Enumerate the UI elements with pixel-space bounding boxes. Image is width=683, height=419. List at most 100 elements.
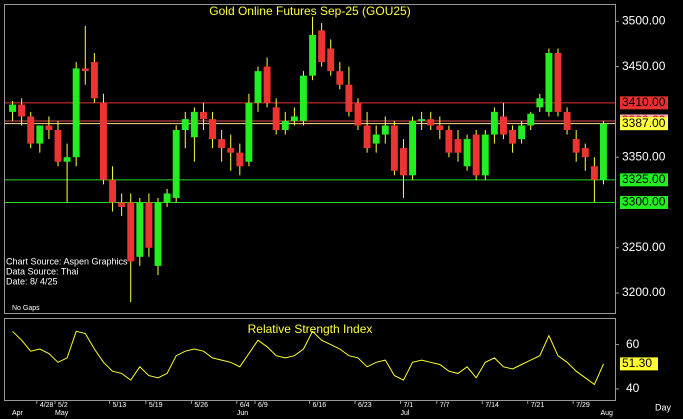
candle-body <box>545 53 553 112</box>
candle-body <box>18 104 26 117</box>
candle-body <box>554 53 562 112</box>
candle-body <box>90 62 98 99</box>
level-label: 3300.00 <box>622 195 666 209</box>
candle-body <box>436 125 444 131</box>
candle-body <box>572 139 580 153</box>
level-label: 3325.00 <box>622 172 666 186</box>
candle-body <box>390 125 398 171</box>
level-label-box <box>620 96 668 110</box>
x-tick-label: 7/1 <box>403 402 413 409</box>
level-label: 3387.00 <box>622 116 666 130</box>
rsi-value-box <box>620 357 658 371</box>
candle-body <box>527 113 535 126</box>
x-tick-label: 6/23 <box>358 402 372 409</box>
candle-body <box>345 84 353 112</box>
candle-body <box>54 130 62 162</box>
rsi-value-label: 51.30 <box>622 356 652 370</box>
candle-body <box>272 107 280 131</box>
candle-body <box>109 179 116 203</box>
x-tick-label: 4/28 <box>40 402 54 409</box>
candle-body <box>381 125 389 135</box>
x-tick-label: 7/21 <box>531 402 545 409</box>
candle-body <box>472 134 480 176</box>
x-tick-label: 5/26 <box>194 402 208 409</box>
month-label: Jun <box>237 410 248 417</box>
candle-body <box>490 111 498 135</box>
candle-body <box>72 68 80 158</box>
y-tick-label: 3250.00 <box>622 240 666 254</box>
x-tick-label: 6/4 <box>240 402 250 409</box>
month-label: Jul <box>400 410 409 417</box>
candle-body <box>254 71 262 103</box>
candle-body <box>127 202 135 262</box>
x-tick-label: 7/14 <box>485 402 499 409</box>
candle-body <box>281 120 289 131</box>
note: No Gaps <box>12 305 40 312</box>
candle-body <box>500 116 507 135</box>
rsi-y-tick-label: 60 <box>626 337 640 351</box>
candle-body <box>45 125 53 131</box>
price-panel <box>4 4 616 314</box>
candle-body <box>309 34 316 76</box>
candle-body <box>536 98 544 108</box>
chart-title: Gold Online Futures Sep-25 (GOU25) <box>209 4 410 18</box>
y-tick-label: 3500.00 <box>622 13 666 27</box>
candle-body <box>100 102 107 180</box>
candle-body <box>200 111 207 120</box>
x-tick-label: 5/13 <box>113 402 127 409</box>
candle-body <box>509 130 516 144</box>
candle-body <box>181 119 189 131</box>
candle-body <box>563 111 571 131</box>
y-tick-label: 3200.00 <box>622 285 666 299</box>
candle-body <box>118 202 126 208</box>
candle-body <box>590 166 598 180</box>
y-tick-label: 3350.00 <box>622 149 666 163</box>
candle-body <box>236 152 244 167</box>
candle-body <box>372 134 380 144</box>
level-label-box <box>620 173 668 187</box>
candle-body <box>454 139 462 153</box>
candle-body <box>463 139 471 167</box>
x-axis-label: Day <box>655 402 672 412</box>
candle-body <box>400 148 407 176</box>
month-label: Apr <box>12 410 24 417</box>
candle-body <box>600 123 607 180</box>
candle-body <box>163 193 171 203</box>
candle-body <box>136 202 144 257</box>
candle-body <box>218 139 226 149</box>
rsi-y-tick-label: 40 <box>626 381 640 395</box>
note: Date: 8/ 4/25 <box>6 276 58 286</box>
x-tick-label: 5/19 <box>149 402 163 409</box>
candle-body <box>81 68 89 72</box>
candle-body <box>445 130 453 153</box>
rsi-line <box>12 330 604 386</box>
month-label: May <box>55 410 69 417</box>
candle-body <box>190 111 198 138</box>
x-tick-label: 5/2 <box>58 402 68 409</box>
x-tick-label: 7/7 <box>440 402 450 409</box>
candle-body <box>172 130 180 198</box>
candle-body <box>154 202 162 266</box>
rsi-title: Relative Strength Index <box>248 322 373 336</box>
candle-body <box>245 102 253 162</box>
candle-body <box>518 125 526 140</box>
candle-body <box>36 125 44 144</box>
candle-body <box>409 120 416 176</box>
candle-body <box>300 75 307 121</box>
note: Chart Source: Aspen Graphics <box>6 256 128 266</box>
x-tick-label: 6/16 <box>313 402 327 409</box>
candle-body <box>263 66 271 103</box>
candle-body <box>145 202 153 248</box>
candle-body <box>427 119 435 126</box>
y-tick-label: 3450.00 <box>622 59 666 73</box>
candle-body <box>227 148 235 153</box>
candle-body <box>27 116 35 144</box>
candle-body <box>327 48 335 72</box>
note: Data Source: Thai <box>6 266 78 276</box>
candle-body <box>581 148 589 158</box>
month-label: Aug <box>600 410 613 417</box>
candle-body <box>481 134 489 176</box>
candle-body <box>209 119 216 140</box>
